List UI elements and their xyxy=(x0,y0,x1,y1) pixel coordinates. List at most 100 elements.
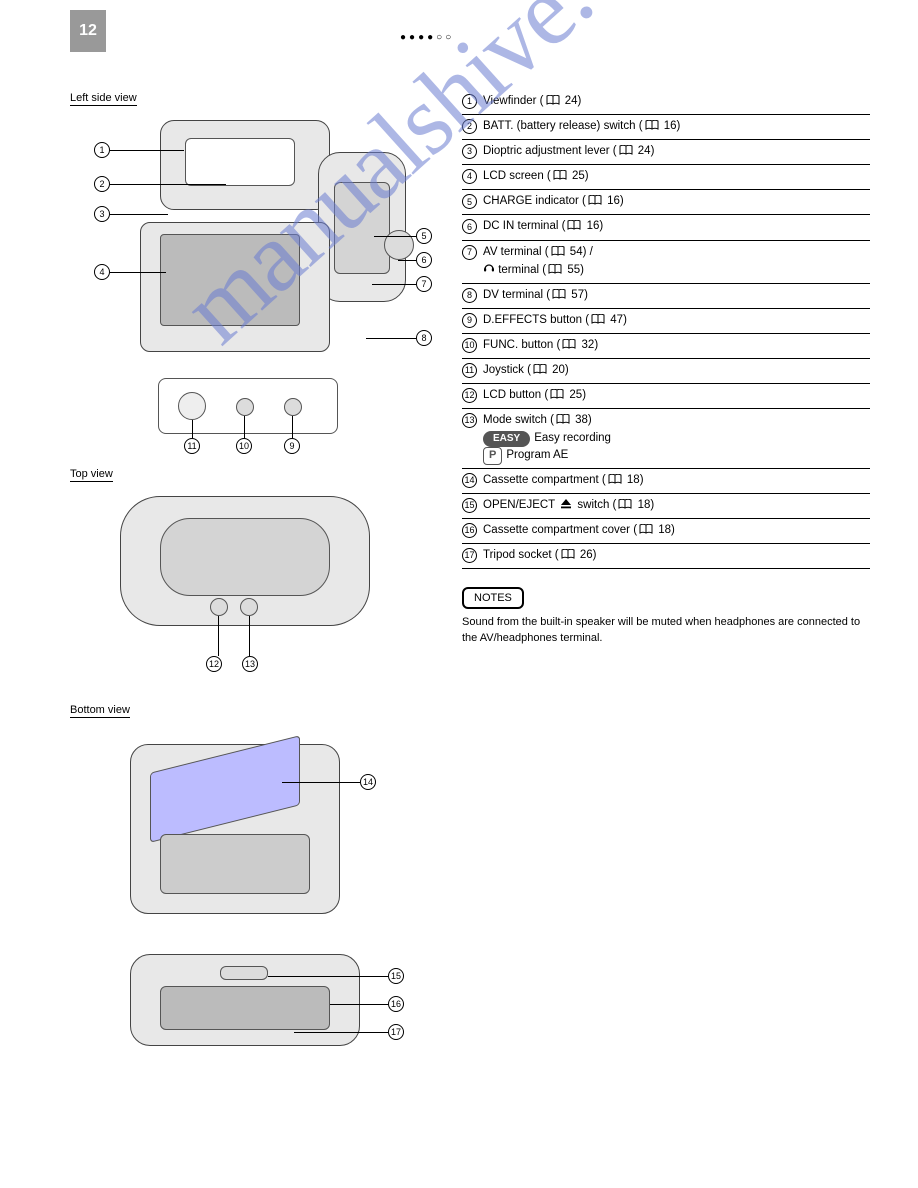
item-number: 12 xyxy=(462,388,477,403)
book-icon xyxy=(552,289,566,305)
item-text: Cassette compartment ( 18) xyxy=(483,472,870,490)
item-number: 16 xyxy=(462,523,477,538)
view-label-left-side: Left side view xyxy=(70,92,137,106)
callout-8: 8 xyxy=(416,330,432,346)
item-number: 8 xyxy=(462,288,477,303)
callout-1: 1 xyxy=(94,142,110,158)
item-text: Dioptric adjustment lever ( 24) xyxy=(483,143,870,161)
parts-list-item: 15 OPEN/EJECT switch ( 18) xyxy=(462,494,870,519)
parts-list: 1 Viewfinder ( 24) 2 BATT. (battery release… xyxy=(462,90,870,569)
diagram-top: 12 13 xyxy=(70,488,430,688)
item-text: BATT. (battery release) switch ( 16) xyxy=(483,118,870,136)
item-text: CHARGE indicator ( 16) xyxy=(483,193,870,211)
book-icon xyxy=(553,170,567,186)
header-progress-dots: ●●●●○○ xyxy=(400,32,454,43)
right-column: 1 Viewfinder ( 24) 2 BATT. (battery release… xyxy=(444,90,870,1064)
parts-list-item: 1 Viewfinder ( 24) xyxy=(462,90,870,115)
item-text: D.EFFECTS button ( 47) xyxy=(483,312,870,330)
callout-10: 10 xyxy=(236,438,252,454)
item-text: LCD button ( 25) xyxy=(483,387,870,405)
book-icon xyxy=(546,95,560,111)
item-number: 4 xyxy=(462,169,477,184)
callout-6: 6 xyxy=(416,252,432,268)
item-number: 6 xyxy=(462,219,477,234)
parts-list-item: 14 Cassette compartment ( 18) xyxy=(462,469,870,494)
left-side-view-section: Left side view 1 2 3 xyxy=(70,90,444,452)
view-label-top: Top view xyxy=(70,468,113,482)
callout-14: 14 xyxy=(360,774,376,790)
item-number: 15 xyxy=(462,498,477,513)
book-icon xyxy=(608,474,622,490)
callout-5: 5 xyxy=(416,228,432,244)
callout-16: 16 xyxy=(388,996,404,1012)
callout-9: 9 xyxy=(284,438,300,454)
eject-icon xyxy=(560,498,572,514)
callout-2: 2 xyxy=(94,176,110,192)
headphone-icon xyxy=(483,264,495,276)
left-column: Left side view 1 2 3 xyxy=(70,90,444,1064)
book-icon xyxy=(556,414,570,430)
parts-list-item: 7 AV terminal ( 54) / terminal ( 55) xyxy=(462,241,870,284)
item-number: 13 xyxy=(462,413,477,428)
book-icon xyxy=(618,499,632,515)
item-text: DC IN terminal ( 16) xyxy=(483,218,870,236)
parts-list-item: 17 Tripod socket ( 26) xyxy=(462,544,870,569)
item-number: 7 xyxy=(462,245,477,260)
content-columns: Left side view 1 2 3 xyxy=(70,90,870,1064)
book-icon xyxy=(561,549,575,565)
diagram-bottom: 14 15 16 17 xyxy=(70,724,430,1064)
callout-11: 11 xyxy=(184,438,200,454)
book-icon xyxy=(588,195,602,211)
parts-list-item: 9D.EFFECTS button ( 47) xyxy=(462,309,870,334)
item-text: LCD screen ( 25) xyxy=(483,168,870,186)
callout-13: 13 xyxy=(242,656,258,672)
book-icon xyxy=(639,524,653,540)
item-text: Viewfinder ( 24) xyxy=(483,93,870,111)
callout-7: 7 xyxy=(416,276,432,292)
item-number: 3 xyxy=(462,144,477,159)
callout-3: 3 xyxy=(94,206,110,222)
item-text: Tripod socket ( 26) xyxy=(483,547,870,565)
bottom-view-section: Bottom view 14 15 16 17 xyxy=(70,702,444,1064)
book-icon xyxy=(645,120,659,136)
item-text: OPEN/EJECT switch ( 18) xyxy=(483,497,870,515)
item-number: 14 xyxy=(462,473,477,488)
item-number: 17 xyxy=(462,548,477,563)
book-icon xyxy=(548,264,562,280)
item-number: 10 xyxy=(462,338,477,353)
p-badge: P xyxy=(483,447,502,464)
parts-list-item: 5CHARGE indicator ( 16) xyxy=(462,190,870,215)
item-text: DV terminal ( 57) xyxy=(483,287,870,305)
easy-badge: EASY xyxy=(483,431,530,447)
item-text: AV terminal ( 54) / terminal ( 55) xyxy=(483,244,870,280)
book-icon xyxy=(619,145,633,161)
parts-list-item: 10 FUNC. button ( 32) xyxy=(462,334,870,359)
item-number: 2 xyxy=(462,119,477,134)
parts-list-item: 16 Cassette compartment cover ( 18) xyxy=(462,519,870,544)
notes-heading: NOTES xyxy=(462,587,524,609)
parts-list-item: 8 DV terminal ( 57) xyxy=(462,284,870,309)
book-icon xyxy=(533,364,547,380)
diagram-left-side: 1 2 3 4 5 6 7 8 11 10 xyxy=(70,112,430,452)
parts-list-item: 11Joystick ( 20) xyxy=(462,359,870,384)
notes-body: Sound from the built-in speaker will be … xyxy=(462,615,870,647)
book-icon xyxy=(567,220,581,236)
view-label-bottom: Bottom view xyxy=(70,704,130,718)
item-text: Cassette compartment cover ( 18) xyxy=(483,522,870,540)
page-header: 12 ●●●●○○ xyxy=(0,0,918,60)
top-view-section: Top view 12 13 xyxy=(70,466,444,688)
callout-17: 17 xyxy=(388,1024,404,1040)
item-number: 1 xyxy=(462,94,477,109)
parts-list-item: 13Mode switch ( 38)EASYEasy recordingPPr… xyxy=(462,409,870,468)
book-icon xyxy=(591,314,605,330)
parts-list-item: 12 LCD button ( 25) xyxy=(462,384,870,409)
callout-4: 4 xyxy=(94,264,110,280)
parts-list-item: 4 LCD screen ( 25) xyxy=(462,165,870,190)
parts-list-item: 6 DC IN terminal ( 16) xyxy=(462,215,870,240)
callout-15: 15 xyxy=(388,968,404,984)
parts-list-item: 2 BATT. (battery release) switch ( 16) xyxy=(462,115,870,140)
item-text: Joystick ( 20) xyxy=(483,362,870,380)
callout-12: 12 xyxy=(206,656,222,672)
book-icon xyxy=(562,339,576,355)
item-text: FUNC. button ( 32) xyxy=(483,337,870,355)
